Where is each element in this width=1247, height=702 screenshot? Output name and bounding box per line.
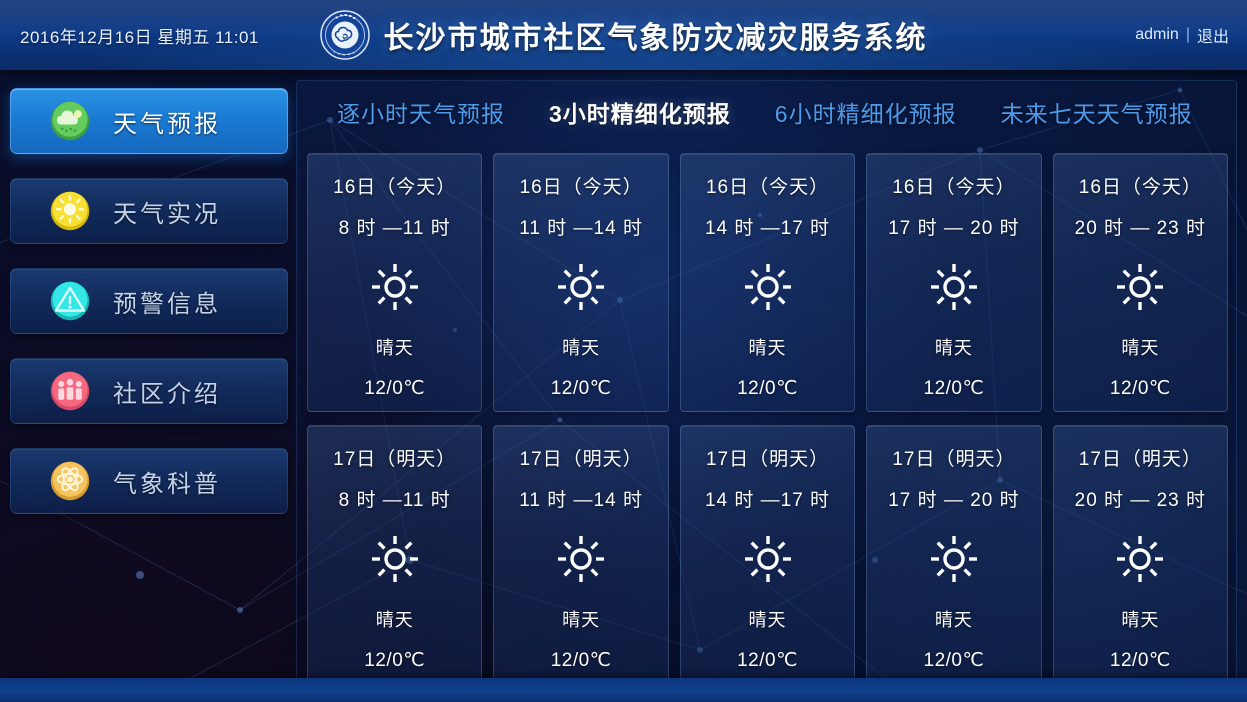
card-time-range: 14 时 —17 时 (704, 490, 831, 511)
card-condition: 晴天 (1121, 610, 1160, 630)
card-time-range: 11 时 —14 时 (519, 218, 643, 239)
card-date: 16日（今天） (333, 177, 457, 198)
sun-icon (558, 264, 605, 310)
card-condition: 晴天 (375, 610, 414, 630)
sun-icon (744, 536, 791, 582)
forecast-card[interactable]: 17日（明天） 11 时 —14 时 晴天 12/0℃ (493, 425, 669, 684)
card-condition: 晴天 (1121, 338, 1160, 358)
sun-icon (930, 264, 977, 310)
sun-icon (558, 536, 605, 582)
sidebar-item-weather-forecast[interactable]: 天气预报 (10, 88, 288, 154)
sidebar-item-live-weather[interactable]: 天气实况 (10, 178, 288, 244)
card-date: 17日（明天） (892, 449, 1016, 470)
card-time-range: 11 时 —14 时 (519, 490, 643, 511)
sidebar-item-community-intro[interactable]: 社区介绍 (10, 358, 288, 424)
card-condition: 晴天 (934, 338, 973, 358)
cma-cloud-seal-icon (319, 10, 370, 60)
card-condition: 晴天 (748, 610, 787, 630)
card-temperature: 12/0℃ (550, 378, 612, 399)
card-time-range: 14 时 —17 时 (704, 218, 831, 239)
card-time-range: 17 时 — 20 时 (888, 218, 1020, 239)
forecast-card[interactable]: 17日（明天） 14 时 —17 时 晴天 12/0℃ (679, 425, 856, 684)
card-date: 16日（今天） (1078, 177, 1202, 198)
username-label: admin (1135, 26, 1179, 43)
tab-hourly-forecast[interactable]: 逐小时天气预报 (337, 101, 505, 127)
card-temperature: 12/0℃ (737, 650, 798, 671)
card-temperature: 12/0℃ (364, 650, 426, 671)
sidebar-item-label: 社区介绍 (113, 380, 221, 408)
card-time-range: 8 时 —11 时 (338, 490, 451, 511)
sun-icon (1117, 264, 1164, 310)
card-date: 16日（今天） (892, 177, 1016, 198)
forecast-card[interactable]: 17日（明天） 8 时 —11 时 晴天 12/0℃ (307, 425, 483, 684)
forecast-card[interactable]: 16日（今天） 20 时 — 23 时 晴天 12/0℃ (1052, 153, 1229, 412)
card-temperature: 12/0℃ (364, 378, 426, 399)
forecast-card[interactable]: 17日（明天） 20 时 — 23 时 晴天 12/0℃ (1052, 425, 1229, 684)
sun-icon (930, 536, 977, 582)
card-condition: 晴天 (748, 338, 787, 358)
forecast-card[interactable]: 17日（明天） 17 时 — 20 时 晴天 12/0℃ (866, 425, 1042, 684)
sidebar-item-label: 气象科普 (113, 470, 221, 498)
tab-6hour-forecast[interactable]: 6小时精细化预报 (774, 101, 957, 127)
people-group-icon (50, 371, 90, 411)
card-time-range: 20 时 — 23 时 (1074, 490, 1207, 511)
card-temperature: 12/0℃ (1109, 650, 1171, 671)
user-area: admin | 退出 (1135, 0, 1229, 70)
card-time-range: 20 时 — 23 时 (1074, 218, 1207, 239)
sun-icon (50, 191, 90, 231)
forecast-card[interactable]: 16日（今天） 17 时 — 20 时 晴天 12/0℃ (866, 153, 1042, 412)
forecast-card-grid: 16日（今天） 8 时 —11 时 晴天 12/0℃ (307, 153, 1229, 684)
content-panel: 逐小时天气预报 3小时精细化预报 6小时精细化预报 未来七天天气预报 16日（今… (296, 80, 1237, 687)
datetime-display: 2016年12月16日 星期五 11:01 (20, 27, 259, 47)
user-separator: | (1185, 26, 1190, 43)
tab-seven-day-forecast[interactable]: 未来七天天气预报 (1000, 101, 1193, 127)
forecast-tabs: 逐小时天气预报 3小时精细化预报 6小时精细化预报 未来七天天气预报 (297, 81, 1236, 143)
card-temperature: 12/0℃ (923, 650, 985, 671)
card-temperature: 12/0℃ (550, 650, 612, 671)
page-title: 长沙市城市社区气象防灾减灾服务系统 (383, 22, 928, 55)
sidebar-item-label: 预警信息 (113, 290, 221, 318)
sun-icon (744, 264, 791, 310)
card-date: 17日（明天） (705, 449, 830, 470)
sidebar-item-label: 天气实况 (113, 200, 221, 228)
card-condition: 晴天 (934, 610, 973, 630)
card-date: 16日（今天） (705, 177, 830, 198)
card-temperature: 12/0℃ (737, 378, 798, 399)
forecast-row-today: 16日（今天） 8 时 —11 时 晴天 12/0℃ (307, 153, 1229, 412)
card-temperature: 12/0℃ (923, 378, 985, 399)
card-time-range: 17 时 — 20 时 (888, 490, 1020, 511)
footer-strip (0, 678, 1247, 702)
card-date: 17日（明天） (1078, 449, 1202, 470)
card-date: 17日（明天） (333, 449, 457, 470)
card-temperature: 12/0℃ (1109, 378, 1171, 399)
sidebar-nav: 天气预报 天气实况 (10, 88, 288, 538)
cloud-rain-icon (50, 101, 90, 141)
sun-icon (1117, 536, 1164, 582)
title-block: 长沙市城市社区气象防灾减灾服务系统 (0, 0, 1247, 70)
sidebar-item-weather-science[interactable]: 气象科普 (10, 448, 288, 514)
forecast-card[interactable]: 16日（今天） 8 时 —11 时 晴天 12/0℃ (307, 153, 483, 412)
card-condition: 晴天 (562, 338, 601, 358)
sun-icon (371, 264, 418, 310)
tab-3hour-forecast[interactable]: 3小时精细化预报 (549, 101, 731, 127)
warning-triangle-icon (50, 281, 90, 321)
logout-link[interactable]: 退出 (1196, 29, 1229, 46)
card-condition: 晴天 (562, 610, 601, 630)
card-time-range: 8 时 —11 时 (338, 218, 451, 239)
forecast-card[interactable]: 16日（今天） 14 时 —17 时 晴天 12/0℃ (679, 153, 856, 412)
sun-icon (371, 536, 418, 582)
atom-icon (50, 461, 90, 501)
forecast-row-tomorrow: 17日（明天） 8 时 —11 时 晴天 12/0℃ (307, 425, 1229, 684)
card-condition: 晴天 (375, 338, 414, 358)
forecast-card[interactable]: 16日（今天） 11 时 —14 时 晴天 12/0℃ (493, 153, 669, 412)
card-date: 17日（明天） (519, 449, 643, 470)
card-date: 16日（今天） (519, 177, 643, 198)
sidebar-item-warning-info[interactable]: 预警信息 (10, 268, 288, 334)
sidebar-item-label: 天气预报 (113, 110, 221, 138)
app-header: 2016年12月16日 星期五 11:01 长沙 (0, 0, 1247, 70)
